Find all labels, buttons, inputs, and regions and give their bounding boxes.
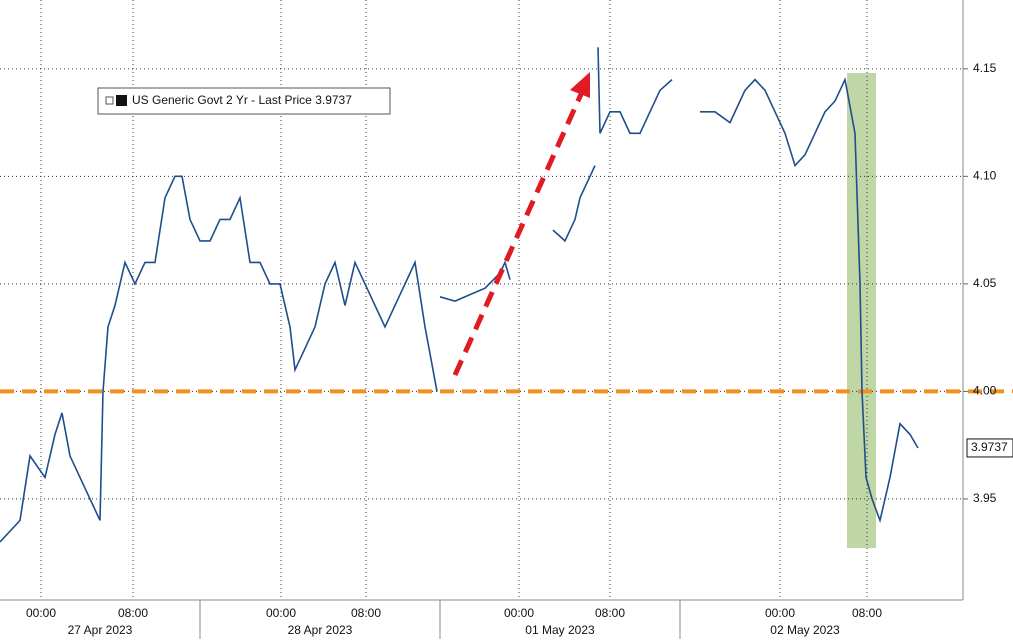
- x-tick-label: 00:00: [504, 606, 534, 620]
- last-price-box: [966, 438, 1013, 458]
- y-tick-label: 4.10: [973, 169, 997, 183]
- y-tick-label: 4.00: [973, 384, 997, 398]
- y-tick-label: 3.95: [973, 491, 997, 505]
- legend-label: US Generic Govt 2 Yr - Last Price 3.9737: [132, 93, 352, 107]
- x-tick-label: 08:00: [852, 606, 882, 620]
- x-tick-label: 08:00: [351, 606, 381, 620]
- legend: US Generic Govt 2 Yr - Last Price 3.9737: [97, 87, 391, 115]
- price-line: [0, 47, 919, 543]
- x-tick-label: 00:00: [266, 606, 296, 620]
- legend-icon: [105, 96, 114, 105]
- date-label: 28 Apr 2023: [288, 623, 353, 637]
- legend-box: [97, 87, 391, 115]
- x-tick-label: 08:00: [118, 606, 148, 620]
- date-label: 27 Apr 2023: [68, 623, 133, 637]
- legend-swatch: [116, 95, 127, 106]
- y-tick-label: 4.15: [973, 61, 997, 75]
- last-price-label: 3.9737: [971, 440, 1008, 454]
- marks: [0, 47, 1013, 543]
- y-tick-label: 4.05: [973, 276, 997, 290]
- arrow-head: [570, 72, 590, 98]
- date-label: 01 May 2023: [525, 623, 595, 637]
- x-tick-label: 08:00: [595, 606, 625, 620]
- arrow: [452, 90, 585, 377]
- highlight-band: [847, 73, 876, 548]
- date-label: 02 May 2023: [770, 623, 840, 637]
- x-tick-label: 00:00: [26, 606, 56, 620]
- x-tick-label: 00:00: [765, 606, 795, 620]
